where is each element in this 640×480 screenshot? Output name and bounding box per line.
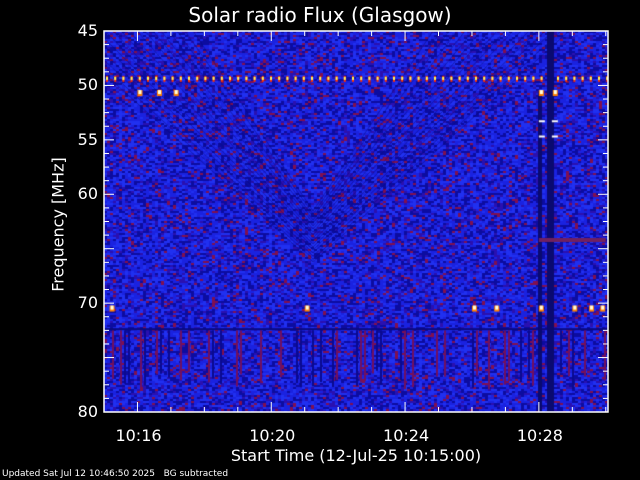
- spectrogram-heatmap: [104, 31, 608, 412]
- x-tick-label: 10:28: [516, 426, 563, 445]
- y-tick-label: 60: [77, 184, 98, 204]
- y-tick-label: 45: [77, 21, 98, 40]
- footer-status: Updated Sat Jul 12 10:46:50 2025 BG subt…: [2, 469, 228, 479]
- updated-timestamp: Updated Sat Jul 12 10:46:50 2025: [2, 469, 156, 479]
- x-tick-label: 10:24: [383, 426, 430, 445]
- x-axis-label: Start Time (12-Jul-25 10:15:00): [230, 446, 482, 465]
- y-tick-label: 80: [77, 402, 98, 421]
- x-tick-label: 10:20: [249, 426, 296, 445]
- x-tick-label: 10:16: [115, 426, 162, 445]
- bg-subtracted-note: BG subtracted: [163, 469, 229, 479]
- y-tick-label: 55: [77, 129, 98, 149]
- y-axis-label: Frequency [MHz]: [48, 157, 68, 292]
- plot-frame: [103, 30, 609, 413]
- y-tick-label: 70: [77, 293, 98, 313]
- chart-title: Solar radio Flux (Glasgow): [188, 3, 452, 27]
- y-tick-label: 50: [77, 75, 98, 95]
